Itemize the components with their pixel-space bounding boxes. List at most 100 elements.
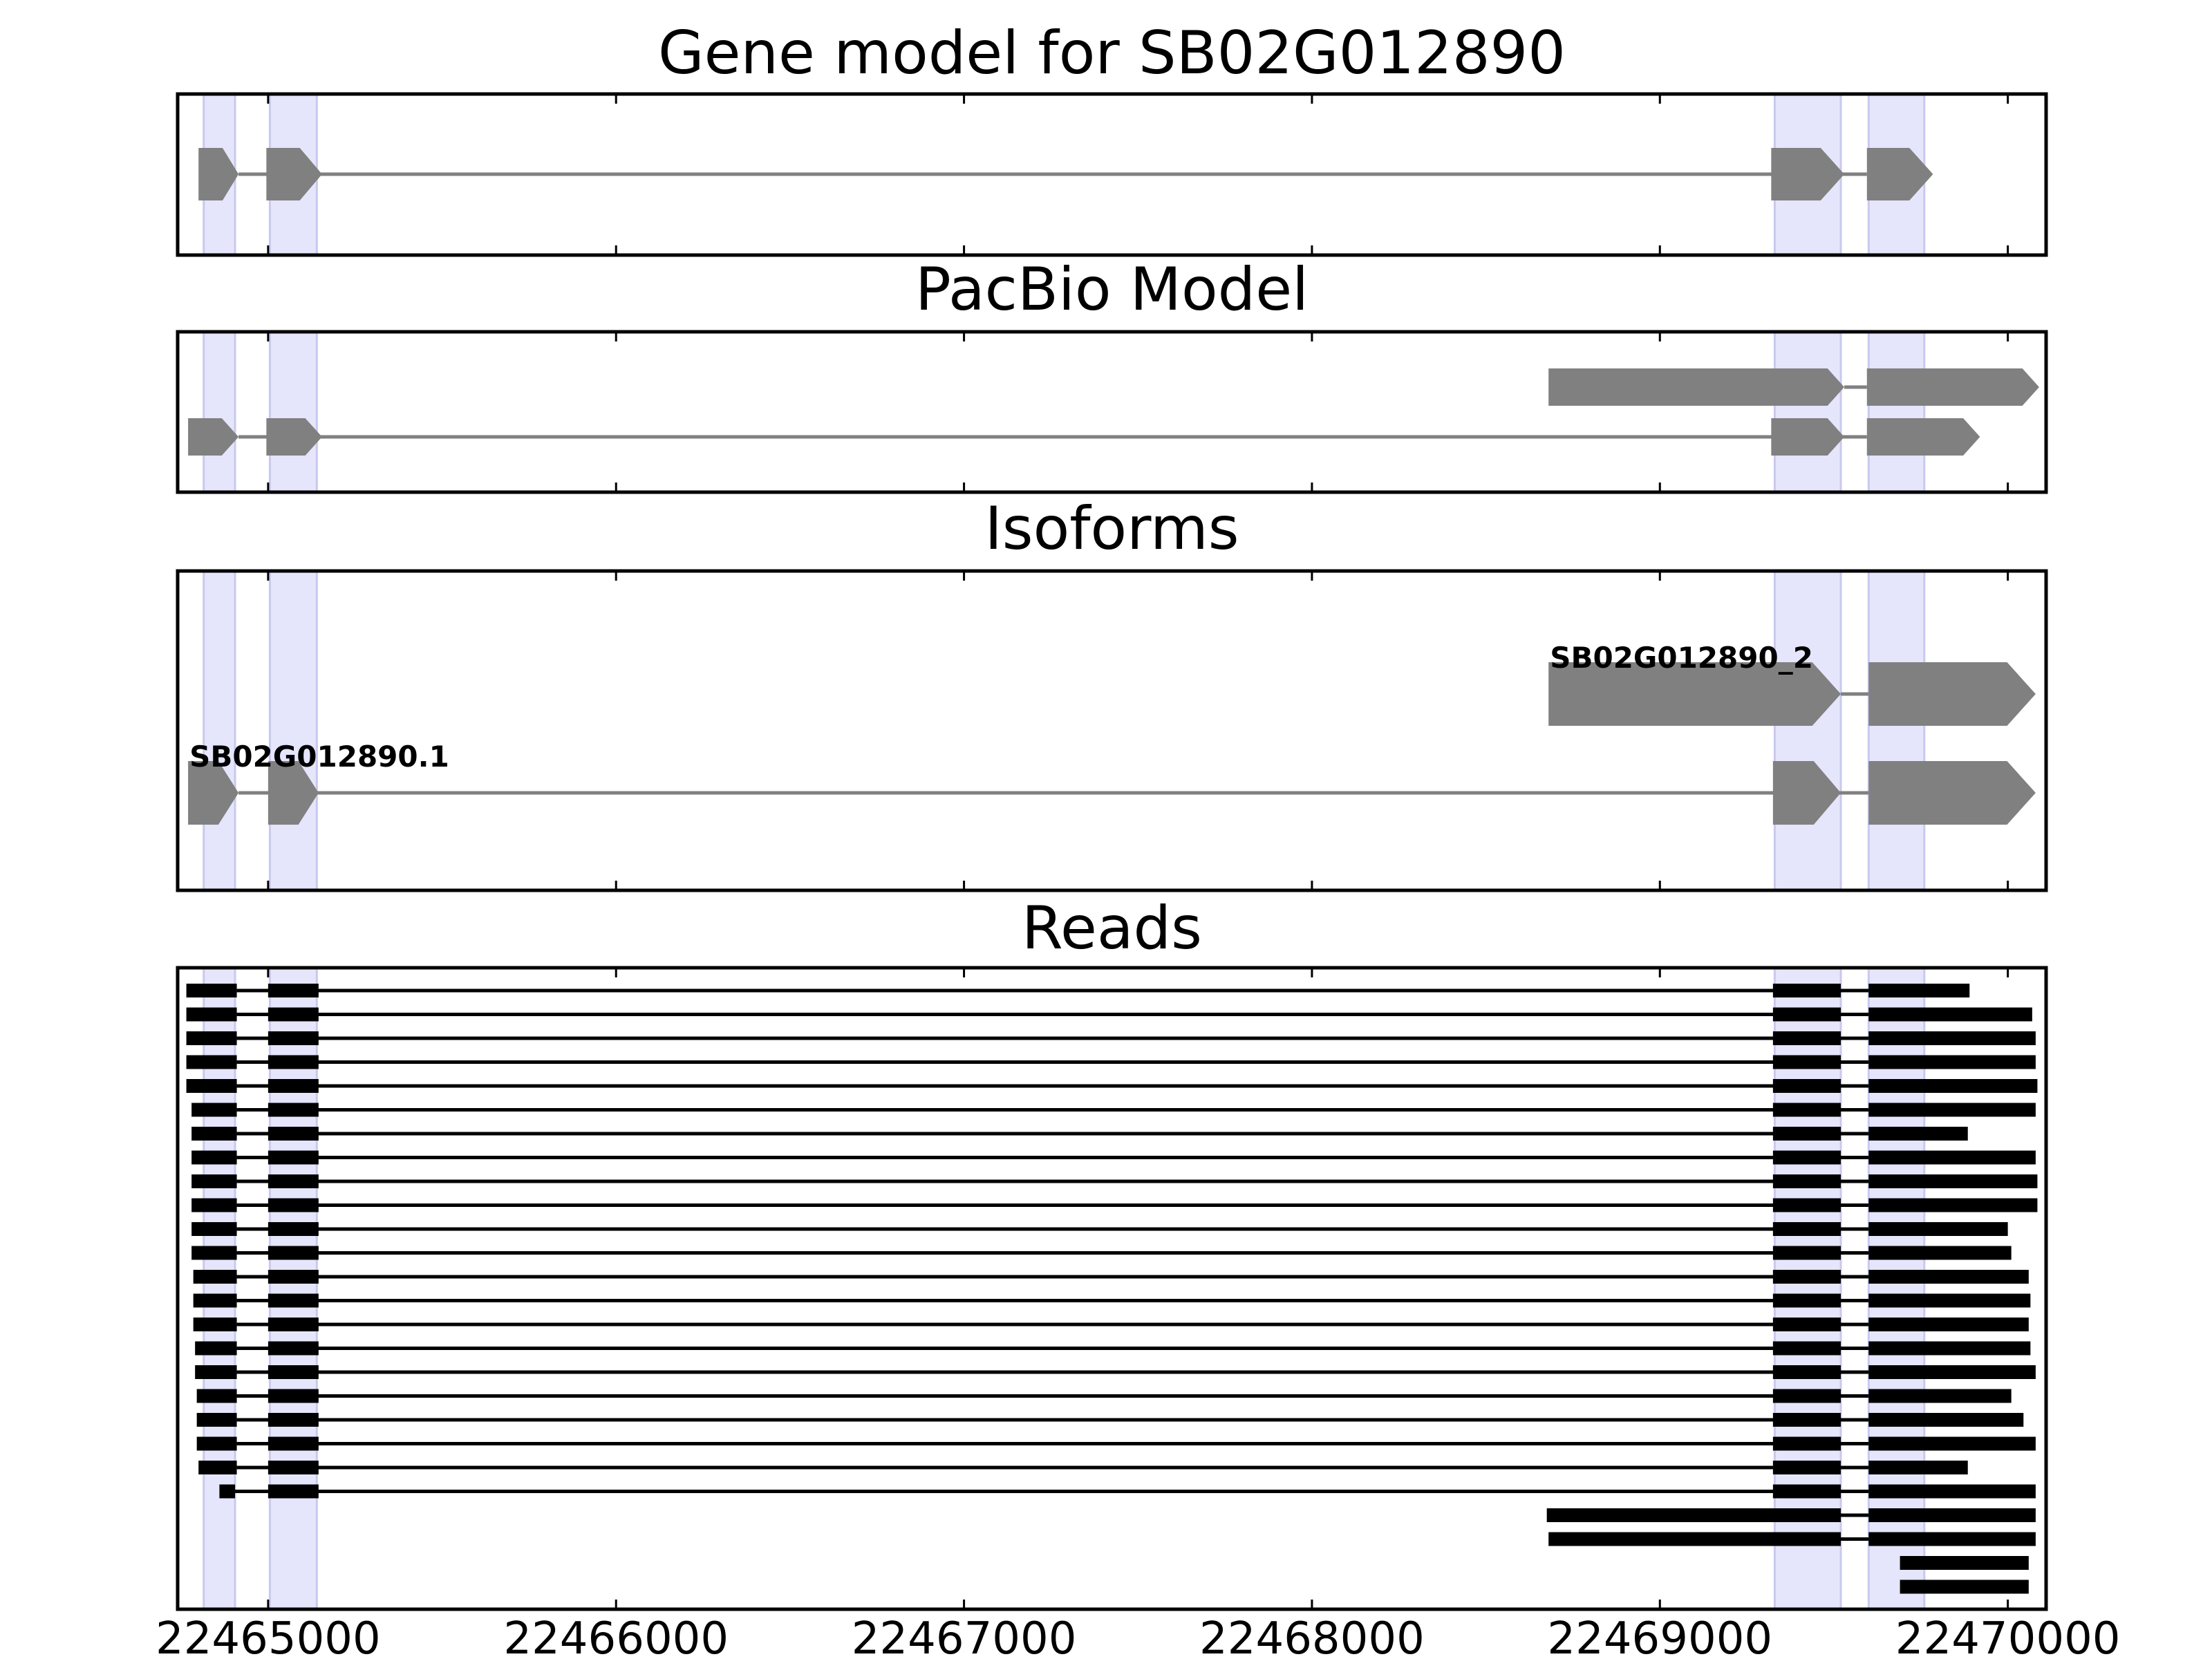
read-block bbox=[1868, 1246, 2012, 1260]
highlight-region bbox=[268, 330, 318, 494]
read-row bbox=[193, 1318, 2029, 1331]
transcript-row bbox=[198, 148, 1933, 200]
read-block bbox=[193, 1318, 237, 1331]
read-block bbox=[1868, 1532, 2036, 1546]
read-block bbox=[186, 984, 237, 997]
read-row bbox=[1546, 1508, 2036, 1522]
x-tick-label: 22469000 bbox=[1547, 1613, 1772, 1659]
read-block bbox=[186, 1079, 237, 1093]
read-block bbox=[191, 1222, 237, 1236]
highlight-region bbox=[268, 966, 318, 1611]
read-block bbox=[1868, 1413, 2024, 1427]
highlight-region bbox=[203, 330, 236, 494]
read-block bbox=[1772, 1484, 1841, 1499]
highlight-region bbox=[203, 570, 236, 892]
read-block bbox=[268, 1150, 319, 1165]
read-block bbox=[268, 1484, 319, 1499]
read-block bbox=[268, 1031, 319, 1045]
read-block bbox=[268, 1389, 319, 1403]
read-block bbox=[191, 1103, 237, 1117]
read-row bbox=[191, 1198, 2038, 1212]
read-block bbox=[268, 1436, 319, 1451]
exon-block bbox=[268, 761, 319, 825]
read-block bbox=[1868, 1150, 2036, 1165]
read-block bbox=[1868, 1461, 1968, 1474]
read-block bbox=[1868, 1079, 2038, 1093]
read-block bbox=[1868, 1293, 2031, 1308]
exon-block bbox=[188, 761, 239, 825]
read-block bbox=[196, 1389, 237, 1403]
isoform-label: SB02G012890.1 bbox=[189, 740, 449, 774]
transcript-row: SB02G012890.1 bbox=[188, 740, 2036, 825]
read-block bbox=[1772, 1007, 1841, 1022]
read-row bbox=[196, 1389, 2012, 1403]
read-row bbox=[1900, 1556, 2029, 1570]
read-row bbox=[195, 1341, 2031, 1356]
read-block bbox=[1772, 1079, 1841, 1093]
read-block bbox=[219, 1484, 236, 1499]
read-block bbox=[1548, 1532, 1841, 1546]
read-block bbox=[1868, 1508, 2036, 1522]
x-tick-label: 22467000 bbox=[852, 1613, 1077, 1659]
read-block bbox=[268, 1007, 319, 1022]
read-block bbox=[1772, 1461, 1841, 1474]
exon-block bbox=[1771, 148, 1845, 200]
exon-block bbox=[1771, 418, 1845, 456]
panel-title: Gene model for SB02G012890 bbox=[658, 19, 1566, 88]
read-row bbox=[186, 984, 1970, 997]
read-block bbox=[1772, 1318, 1841, 1331]
exon-block bbox=[1772, 761, 1841, 825]
read-block bbox=[1772, 1055, 1841, 1069]
panel-2: Isoforms SB02G012890_2 SB02G012890.1 bbox=[176, 494, 2048, 892]
read-block bbox=[186, 1031, 237, 1045]
read-block bbox=[1772, 1270, 1841, 1284]
read-block bbox=[1772, 1222, 1841, 1236]
exon-block bbox=[266, 418, 322, 456]
read-block bbox=[193, 1293, 237, 1308]
read-block bbox=[1868, 1318, 2029, 1331]
read-block bbox=[191, 1127, 237, 1141]
panel-title: Isoforms bbox=[984, 494, 1239, 563]
read-block bbox=[1772, 1413, 1841, 1427]
read-block bbox=[191, 1246, 237, 1260]
read-block bbox=[1772, 984, 1841, 997]
read-block bbox=[1772, 1389, 1841, 1403]
exon-block bbox=[198, 148, 239, 200]
read-row bbox=[186, 1007, 2032, 1022]
read-block bbox=[1868, 1270, 2029, 1284]
read-block bbox=[268, 1413, 319, 1427]
read-block bbox=[1900, 1556, 2029, 1570]
read-block bbox=[1546, 1508, 1841, 1522]
read-row bbox=[196, 1436, 2036, 1451]
read-block bbox=[1772, 1293, 1841, 1308]
read-block bbox=[1772, 1436, 1841, 1451]
read-block bbox=[268, 1365, 319, 1379]
transcript-row bbox=[1548, 368, 2039, 406]
read-block bbox=[268, 1461, 319, 1474]
exon-block bbox=[266, 148, 322, 200]
highlight-region bbox=[1773, 330, 1842, 494]
read-block bbox=[186, 1055, 237, 1069]
read-block bbox=[1868, 1007, 2032, 1022]
exon-block bbox=[1868, 662, 2036, 726]
read-row bbox=[186, 1079, 2038, 1093]
chart-panels: Gene model for SB02G012890 PacBio Model Is… bbox=[176, 19, 2048, 1611]
x-tick-label: 22465000 bbox=[156, 1613, 381, 1659]
read-row bbox=[195, 1365, 2036, 1379]
read-block bbox=[1868, 984, 1970, 997]
read-block bbox=[1868, 1198, 2038, 1212]
read-block bbox=[195, 1341, 237, 1356]
transcript-row bbox=[188, 418, 1980, 456]
panel-frame bbox=[176, 569, 2048, 892]
read-row bbox=[191, 1174, 2038, 1188]
read-block bbox=[268, 1270, 319, 1284]
read-row bbox=[191, 1222, 2008, 1236]
read-row bbox=[1900, 1580, 2029, 1594]
panel-frame bbox=[176, 330, 2048, 494]
highlight-region bbox=[1867, 330, 1926, 494]
read-row bbox=[193, 1293, 2031, 1308]
read-block bbox=[193, 1270, 237, 1284]
isoform-label: SB02G012890_2 bbox=[1550, 641, 1813, 675]
read-row bbox=[186, 1031, 2036, 1045]
